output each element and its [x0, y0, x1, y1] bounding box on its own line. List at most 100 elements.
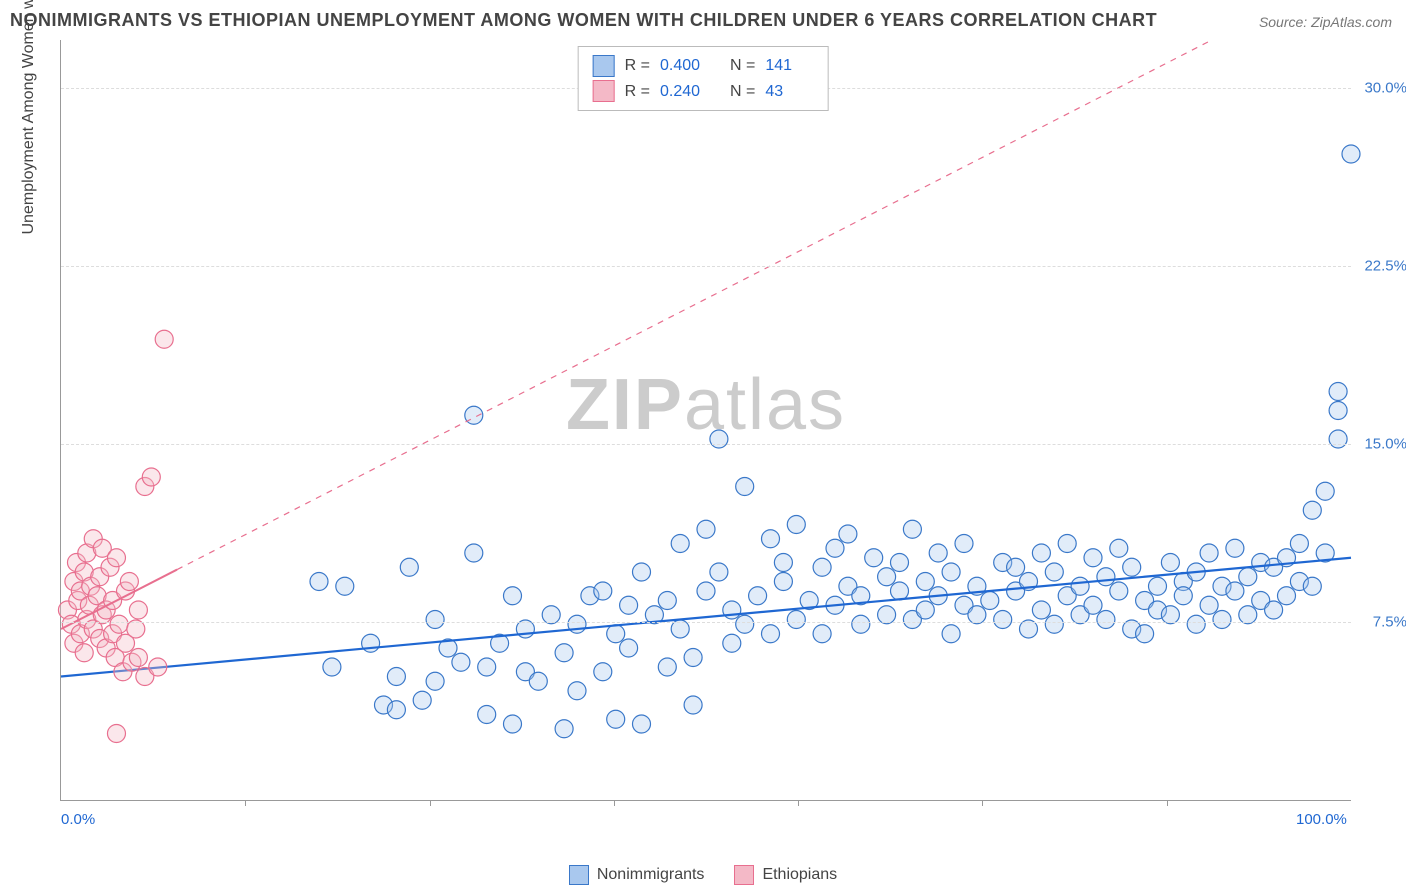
scatter-point [336, 577, 354, 595]
stat-r-label: R = [625, 79, 650, 105]
scatter-point [684, 649, 702, 667]
scatter-point [994, 611, 1012, 629]
y-tick-label: 15.0% [1357, 435, 1406, 452]
gridline [61, 444, 1351, 445]
x-minor-tick [430, 800, 431, 806]
scatter-point [891, 554, 909, 572]
stat-r-value: 0.240 [660, 79, 708, 105]
scatter-point [1032, 601, 1050, 619]
scatter-point [865, 549, 883, 567]
scatter-point [942, 563, 960, 581]
scatter-point [310, 573, 328, 591]
scatter-point [1213, 611, 1231, 629]
scatter-point [955, 535, 973, 553]
x-minor-tick [614, 800, 615, 806]
scatter-point [852, 615, 870, 633]
scatter-point [891, 582, 909, 600]
stat-r-label: R = [625, 53, 650, 79]
stat-n-value: 141 [765, 53, 813, 79]
scatter-point [633, 715, 651, 733]
scatter-point [658, 592, 676, 610]
scatter-point [155, 330, 173, 348]
x-tick-label: 0.0% [61, 811, 95, 828]
scatter-point [1200, 544, 1218, 562]
stats-legend-box: R = 0.400 N = 141 R = 0.240 N = 43 [578, 46, 829, 111]
scatter-point [1058, 535, 1076, 553]
stat-n-value: 43 [765, 79, 813, 105]
scatter-point [107, 549, 125, 567]
scatter-point [129, 649, 147, 667]
scatter-point [426, 611, 444, 629]
legend-item: Ethiopians [734, 865, 837, 885]
scatter-point [478, 706, 496, 724]
gridline [61, 622, 1351, 623]
scatter-point [1239, 568, 1257, 586]
scatter-point [710, 430, 728, 448]
scatter-point [942, 625, 960, 643]
scatter-point [529, 672, 547, 690]
scatter-point [878, 568, 896, 586]
y-tick-label: 22.5% [1357, 257, 1406, 274]
y-tick-label: 7.5% [1357, 613, 1406, 630]
scatter-point [323, 658, 341, 676]
scatter-point [452, 653, 470, 671]
scatter-point [671, 535, 689, 553]
scatter-point [774, 573, 792, 591]
scatter-point [736, 615, 754, 633]
scatter-point [387, 701, 405, 719]
scatter-point [478, 658, 496, 676]
scatter-point [594, 663, 612, 681]
scatter-point [620, 639, 638, 657]
trend-line-dashed [177, 40, 1212, 570]
stat-n-label: N = [730, 53, 755, 79]
scatter-point [697, 582, 715, 600]
scatter-point [916, 573, 934, 591]
scatter-point [839, 525, 857, 543]
scatter-point [762, 625, 780, 643]
scatter-point [75, 644, 93, 662]
legend-item: Nonimmigrants [569, 865, 705, 885]
scatter-point [723, 634, 741, 652]
chart-title: NONIMMIGRANTS VS ETHIOPIAN UNEMPLOYMENT … [10, 10, 1396, 31]
scatter-point [129, 601, 147, 619]
scatter-point [1200, 596, 1218, 614]
scatter-point [1123, 558, 1141, 576]
x-minor-tick [1167, 800, 1168, 806]
legend-series-label: Ethiopians [762, 866, 837, 884]
scatter-point [1136, 625, 1154, 643]
scatter-point [1097, 568, 1115, 586]
scatter-point [826, 539, 844, 557]
scatter-point [1084, 549, 1102, 567]
scatter-point [1342, 145, 1360, 163]
scatter-point [1329, 383, 1347, 401]
x-tick-label: 100.0% [1296, 811, 1347, 828]
scatter-point [1161, 554, 1179, 572]
x-minor-tick [982, 800, 983, 806]
scatter-point [1290, 535, 1308, 553]
scatter-point [594, 582, 612, 600]
source-attribution: Source: ZipAtlas.com [1259, 14, 1392, 30]
scatter-point [1316, 482, 1334, 500]
scatter-point [1097, 611, 1115, 629]
scatter-point [620, 596, 638, 614]
legend-series-label: Nonimmigrants [597, 866, 705, 884]
scatter-point [787, 611, 805, 629]
scatter-point [142, 468, 160, 486]
scatter-point [1174, 587, 1192, 605]
scatter-point [1226, 539, 1244, 557]
scatter-point [813, 625, 831, 643]
scatter-point [1329, 402, 1347, 420]
scatter-point [633, 563, 651, 581]
scatter-point [1265, 601, 1283, 619]
scatter-point [697, 520, 715, 538]
scatter-point [774, 554, 792, 572]
scatter-point [1303, 577, 1321, 595]
y-tick-label: 30.0% [1357, 79, 1406, 96]
scatter-point [107, 725, 125, 743]
scatter-point [1045, 615, 1063, 633]
scatter-point [1226, 582, 1244, 600]
scatter-point [504, 715, 522, 733]
scatter-point [1149, 577, 1167, 595]
scatter-point [1278, 587, 1296, 605]
stats-row: R = 0.400 N = 141 [593, 53, 814, 79]
